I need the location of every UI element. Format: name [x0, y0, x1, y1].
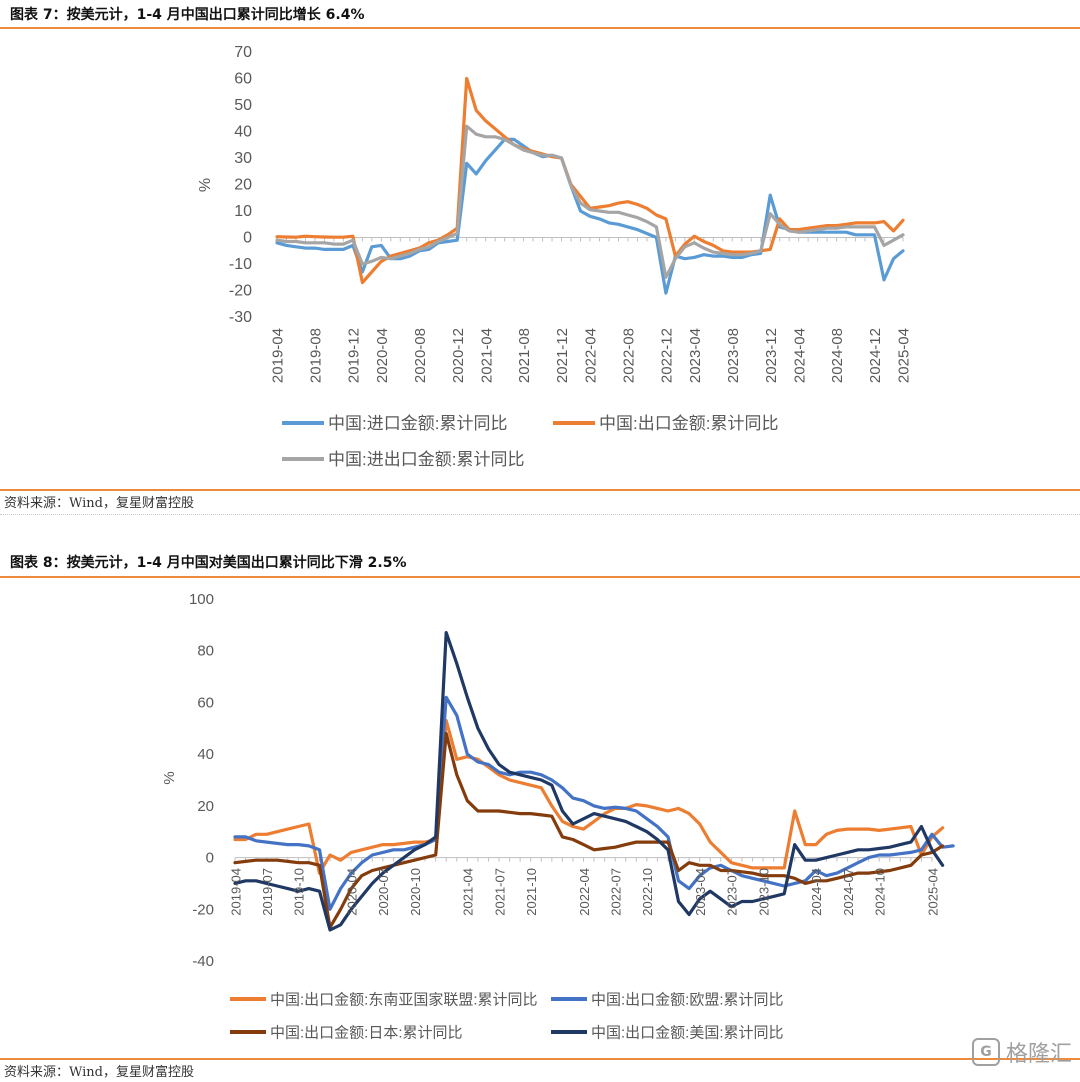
watermark: G 格隆汇	[971, 1036, 1072, 1068]
x-tick-label: 2020-07	[376, 868, 391, 916]
figure7-title: 图表 7：按美元计，1-4 月中国出口累计同比增长 6.4%	[10, 7, 365, 23]
x-tick-label: 2024-07	[841, 868, 856, 916]
x-tick-label: 2019-10	[292, 868, 307, 916]
y-tick-label: 40	[234, 124, 252, 141]
y-tick-label: 60	[234, 71, 252, 88]
x-tick-label: 2020-08	[412, 328, 429, 383]
x-tick-label: 2023-12	[763, 328, 780, 383]
x-tick-label: 2021-04	[461, 868, 476, 916]
x-tick-label: 2022-12	[658, 328, 675, 383]
legend-label-3: 中国:进出口金额:累计同比	[328, 450, 524, 469]
x-tick-label: 2021-12	[554, 328, 571, 383]
y-tick-label: -20	[229, 283, 252, 300]
y-tick-label: 0	[206, 850, 214, 867]
x-tick-label: 2020-12	[450, 328, 467, 383]
y-tick-label: -30	[229, 309, 252, 326]
y-tick-label: 40	[197, 746, 214, 763]
x-tick-label: 2021-10	[524, 868, 539, 916]
y-axis-label: %	[197, 178, 214, 192]
series-line-1	[275, 137, 905, 295]
figure7-chart: -30 -20 -10 0 10 20 30 40 50 60 70% 2019-04 2019-08 2…	[197, 44, 913, 469]
x-tick-label: 2024-04	[791, 328, 808, 383]
x-tick-label: 2022-04	[577, 868, 592, 916]
y-tick-label: 100	[189, 591, 214, 608]
x-tick-label: 2021-08	[516, 328, 533, 383]
x-tick-label: 2022-10	[640, 868, 655, 916]
x-tick-label: 2023-07	[725, 868, 740, 916]
x-tick-label: 2021-04	[478, 328, 495, 383]
x-tick-label: 2020-04	[374, 328, 391, 383]
legend-label-1: 中国:出口金额:东南亚国家联盟:累计同比	[270, 991, 538, 1008]
x-tick-label: 2023-04	[687, 328, 704, 383]
x-tick-label: 2019-07	[260, 868, 275, 916]
x-tick-label: 2022-08	[621, 328, 638, 383]
x-tick-label: 2020-04	[344, 868, 359, 916]
y-tick-label: 80	[197, 643, 214, 660]
x-tick-label: 2024-12	[867, 328, 884, 383]
figure7-bottom-rule	[0, 489, 1080, 491]
x-tick-label: 2020-10	[408, 868, 423, 916]
x-tick-label: 2024-10	[872, 868, 887, 916]
series-line-3	[275, 124, 905, 279]
y-tick-label: 20	[197, 798, 214, 815]
x-tick-label: 2025-04	[925, 868, 940, 916]
x-tick-label: 2019-04	[228, 868, 243, 916]
legend-label-1: 中国:进口金额:累计同比	[328, 414, 507, 433]
y-tick-label: 30	[234, 150, 252, 167]
series-line-3	[233, 731, 945, 929]
watermark-logo-icon: G	[971, 1038, 1000, 1066]
watermark-text: 格隆汇	[1005, 1042, 1072, 1067]
x-tick-label: 2023-08	[725, 328, 742, 383]
y-tick-label: 0	[243, 230, 252, 247]
y-tick-label: -10	[229, 256, 252, 273]
legend-label-2: 中国:出口金额:累计同比	[599, 414, 778, 433]
x-tick-label: 2019-12	[345, 328, 362, 383]
y-tick-label: 70	[234, 44, 252, 61]
x-tick-label: 2025-04	[896, 328, 913, 383]
legend-label-4: 中国:出口金额:美国:累计同比	[591, 1024, 784, 1041]
figure7-source: 资料来源：Wind，复星财富控股	[4, 496, 194, 511]
y-tick-label: 50	[234, 97, 252, 114]
x-tick-label: 2022-04	[583, 328, 600, 383]
x-tick-label: 2021-07	[492, 868, 507, 916]
x-tick-label: 2019-08	[308, 328, 325, 383]
x-tick-label: 2023-10	[756, 868, 771, 916]
separator	[0, 514, 1080, 515]
x-tick-label: 2024-08	[829, 328, 846, 383]
y-tick-label: -40	[192, 953, 214, 970]
figure8-chart: -40 -20 0 20 40 60 80 100% 2019-04 2019-07 2019-10…	[161, 591, 955, 1041]
x-tick-label: 2023-04	[693, 868, 708, 916]
series-line-4	[233, 631, 945, 932]
x-tick-label: 2019-04	[270, 328, 287, 383]
figure8-title: 图表 8：按美元计，1-4 月中国对美国出口累计同比下滑 2.5%	[10, 555, 407, 571]
y-tick-label: -20	[192, 901, 214, 918]
series-line-2	[233, 695, 955, 911]
x-tick-label: 2022-07	[608, 868, 623, 916]
series-line-1	[233, 718, 945, 875]
figure8-top-rule	[0, 576, 1080, 578]
figure7-top-rule	[0, 27, 1080, 29]
y-tick-label: 60	[197, 694, 214, 711]
y-axis-label: %	[161, 771, 178, 784]
y-tick-label: 10	[234, 203, 252, 220]
legend-label-3: 中国:出口金额:日本:累计同比	[270, 1024, 463, 1041]
legend-label-2: 中国:出口金额:欧盟:累计同比	[591, 991, 784, 1008]
x-tick-label: 2024-04	[809, 868, 824, 916]
y-tick-label: 20	[234, 177, 252, 194]
figure8-bottom-rule	[0, 1058, 1080, 1060]
figure8-source: 资料来源：Wind，复星财富控股	[4, 1065, 194, 1080]
